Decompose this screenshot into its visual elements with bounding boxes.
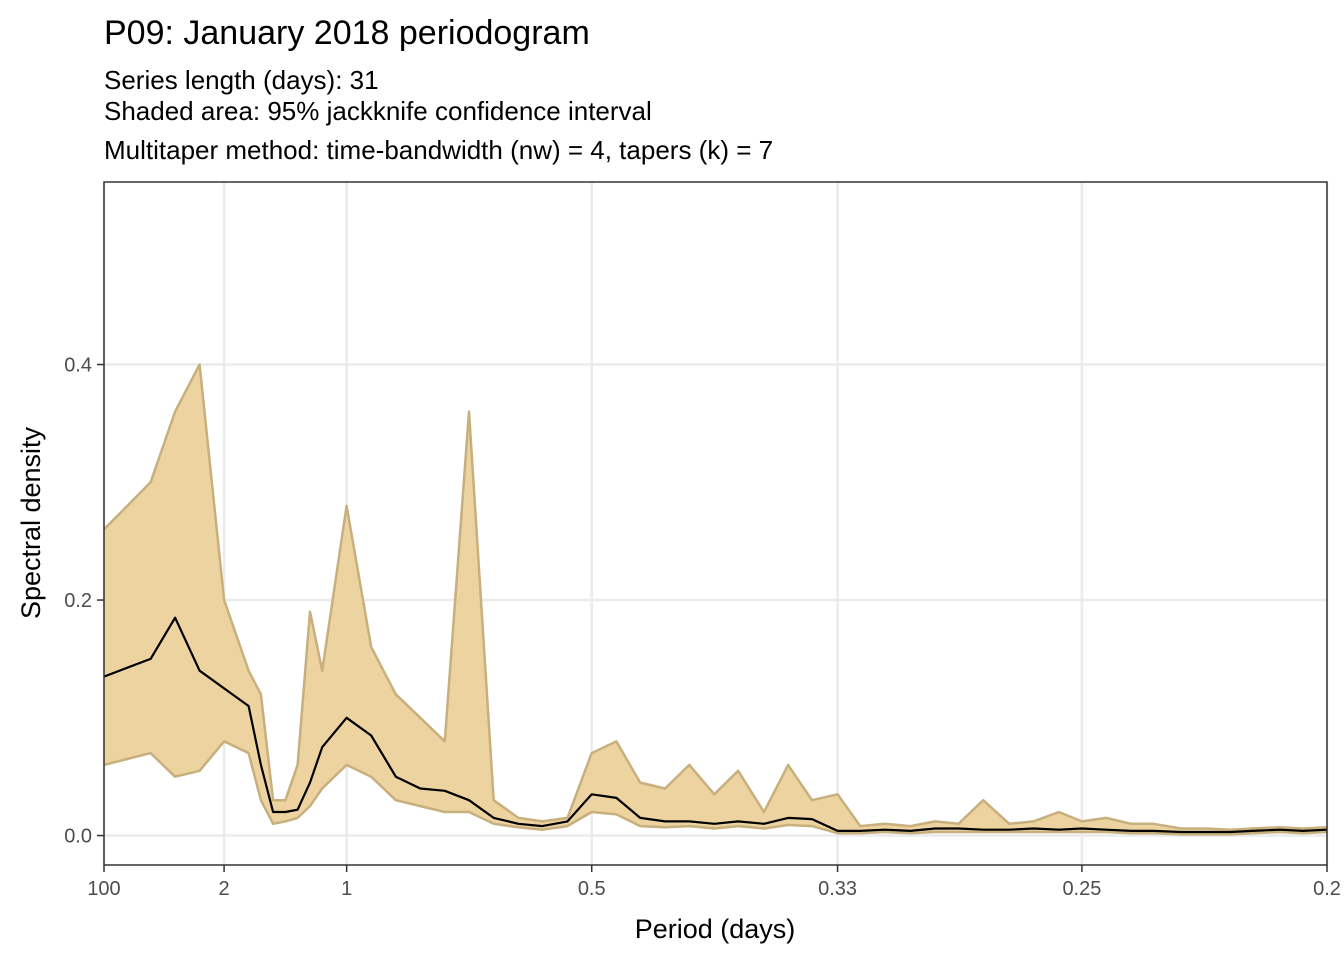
spectral-estimate-line — [103, 616, 1328, 834]
confidence-band-area — [104, 364, 1327, 835]
spectral-estimate — [103, 616, 1328, 834]
y-axis-ticks: 0.0 0.2 0.4 — [64, 355, 104, 848]
x-tick-label-0: 100 — [87, 878, 120, 900]
x-axis-title: Period (days) — [635, 914, 796, 944]
y-tick-label-1: 0.2 — [64, 590, 92, 612]
confidence-band — [103, 363, 1328, 836]
chart-title: P09: January 2018 periodogram — [104, 14, 590, 52]
panel-border — [103, 181, 1328, 866]
y-axis-title: Spectral density — [16, 426, 46, 619]
y-tick-label-2: 0.4 — [64, 355, 92, 377]
x-tick-label-4: 0.33 — [818, 878, 857, 900]
x-tick-label-5: 0.25 — [1062, 878, 1101, 900]
y-tick-label-0: 0.0 — [64, 826, 92, 848]
subtitle-line-1: Series length (days): 31 — [104, 65, 379, 95]
x-axis-ticks: 100 2 1 0.5 0.33 0.25 0.2 — [87, 865, 1341, 900]
x-tick-label-3: 0.5 — [578, 878, 606, 900]
grid-lines — [102, 182, 1329, 865]
subtitle-line-2: Shaded area: 95% jackknife confidence in… — [104, 96, 652, 126]
x-tick-label-2: 1 — [341, 878, 352, 900]
confidence-band-lower-edge — [103, 740, 1328, 836]
subtitle-line-3: Multitaper method: time-bandwidth (nw) =… — [104, 135, 773, 165]
confidence-band-upper-edge — [103, 363, 1328, 831]
x-tick-label-6: 0.2 — [1313, 878, 1341, 900]
x-tick-label-1: 2 — [219, 878, 230, 900]
